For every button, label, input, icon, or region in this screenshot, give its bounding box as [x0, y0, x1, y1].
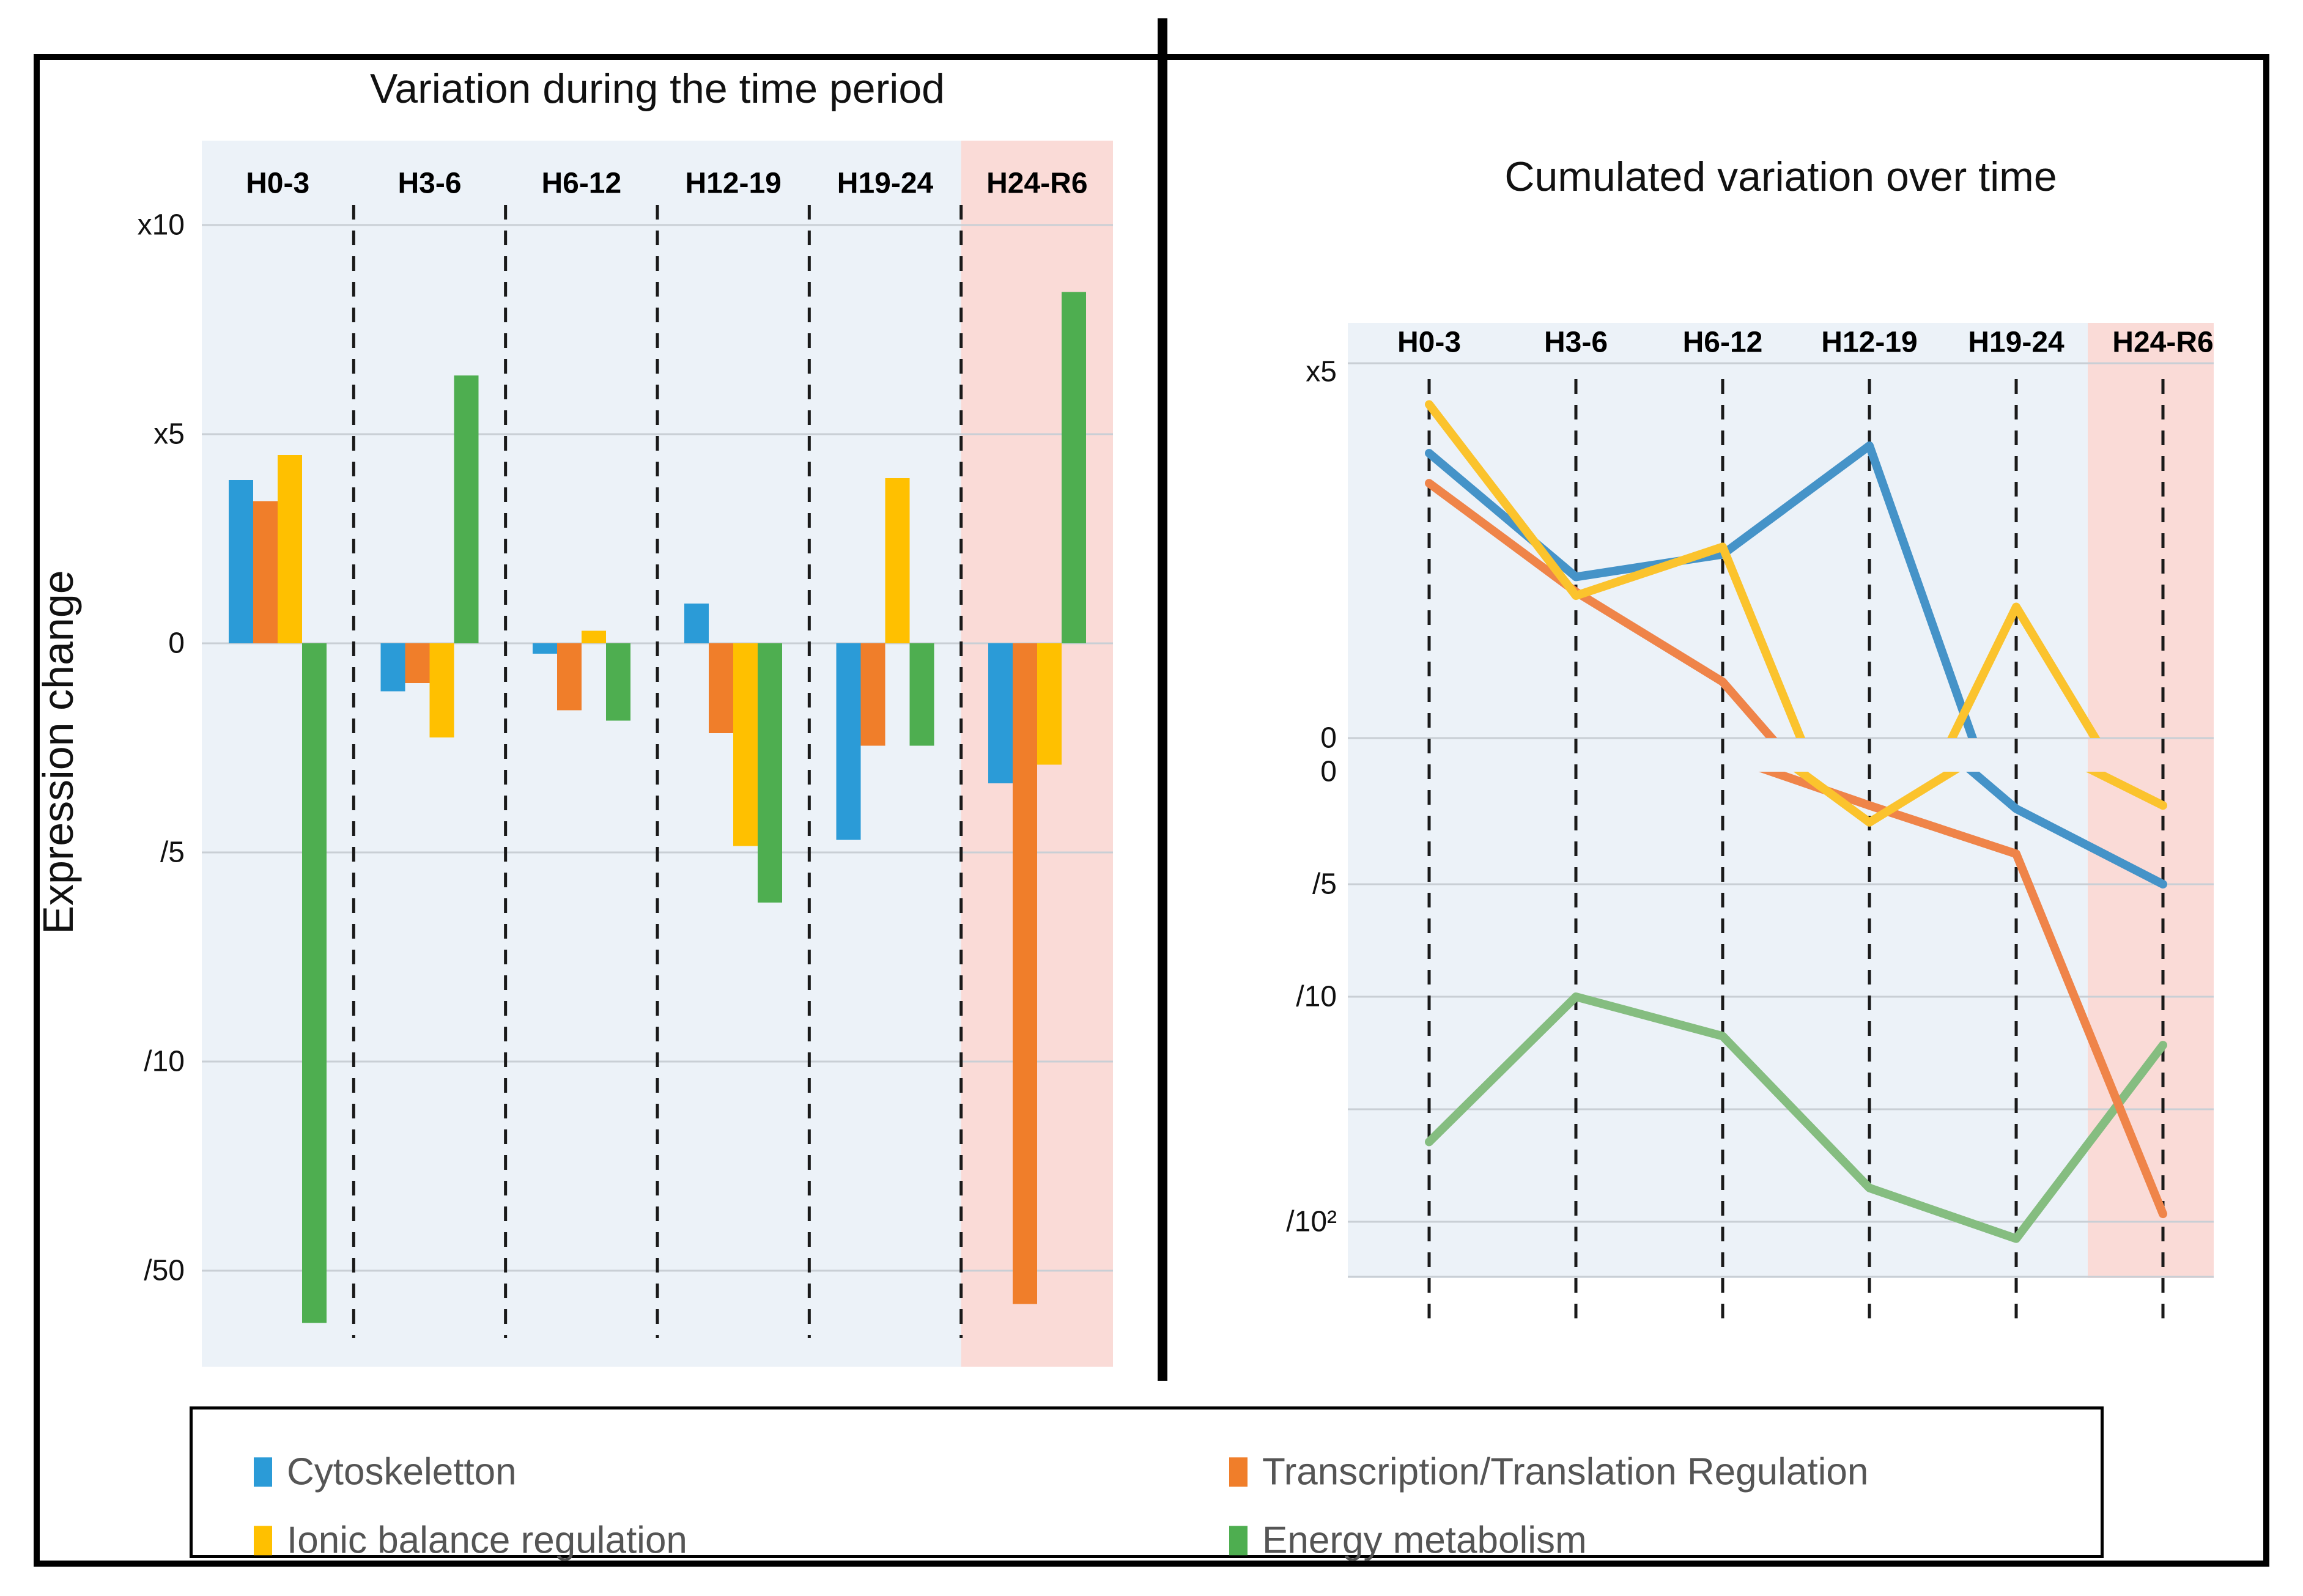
right-header-H24-R6: H24-R6: [2112, 327, 2213, 359]
bar-chart-variation: H0-3 H3-6 H6-12 H12-19 H19-24 H24-R6: [202, 141, 1113, 1367]
legend-item-cytoskeletton: Cytoskeletton: [254, 1450, 517, 1493]
legend-label: Cytoskeletton: [287, 1450, 517, 1493]
bar-cytoskeletton-h3-6: [380, 643, 405, 692]
right-header-H0-3: H0-3: [1397, 327, 1461, 359]
line-chart-cumulated: H0-3 H3-6 H6-12 H12-19 H19-24 H24-R6: [1348, 323, 2214, 1321]
bar-cytoskeletton-h0-3: [229, 480, 254, 643]
legend-label: Energy metabolism: [1262, 1519, 1587, 1562]
bar-cytoskeletton-h12-19: [684, 604, 709, 643]
left-tick-/50: /50: [144, 1254, 185, 1287]
legend-item-transcription-translation-regulation: Transcription/Translation Regulation: [1229, 1450, 1868, 1493]
left-tick-x10: x10: [137, 209, 185, 242]
left-header-H6-12: H6-12: [541, 168, 621, 200]
y-axis-label: Expression change: [34, 570, 82, 934]
bar-energy-metabolism-h24-r6: [1061, 292, 1086, 643]
figure-border: [34, 54, 2269, 1567]
bar-ionic-balance-regulation-h19-24: [885, 478, 910, 643]
bar-cytoskeletton-h24-r6: [988, 643, 1013, 784]
bar-ionic-balance-regulation-h3-6: [429, 643, 454, 737]
right-lower-tick-0: 0: [1320, 755, 1337, 788]
bar-transcription-translation-regulation-h19-24: [860, 643, 885, 746]
right-header-H6-12: H6-12: [1683, 327, 1763, 359]
bar-transcription-translation-regulation-h0-3: [253, 501, 278, 643]
bar-ionic-balance-regulation-h0-3: [278, 455, 303, 643]
left-tick-0: 0: [168, 627, 185, 660]
right-upper-tick-x5: x5: [1306, 355, 1337, 388]
left-header-H24-R6: H24-R6: [986, 168, 1087, 200]
legend-swatch-icon: [1229, 1457, 1248, 1487]
line-ionic-balance-regulation-upper: [1425, 400, 2101, 738]
right-lower-tick-4: /10²: [1286, 1205, 1337, 1238]
line-cytoskeletton-lower: [1965, 772, 2167, 889]
legend-item-energy-metabolism: Energy metabolism: [1229, 1518, 1587, 1562]
left-header-H12-19: H12-19: [685, 168, 781, 200]
bar-transcription-translation-regulation-h24-r6: [1012, 643, 1037, 1304]
bar-energy-metabolism-h6-12: [605, 643, 630, 721]
right-chart-title: Cumulated variation over time: [1504, 153, 2057, 200]
bar-energy-metabolism-h12-19: [758, 643, 783, 903]
bar-transcription-translation-regulation-h6-12: [556, 643, 582, 711]
left-tick-x5: x5: [153, 418, 185, 451]
right-lower-tick-1: /5: [1312, 868, 1337, 901]
legend: Cytoskeletton Transcription/Translation R…: [190, 1406, 2104, 1561]
bar-energy-metabolism-h19-24: [909, 643, 934, 746]
bar-cytoskeletton-h6-12: [532, 643, 557, 654]
legend-label: Ionic balance regulation: [287, 1519, 687, 1562]
left-header-H3-6: H3-6: [397, 168, 461, 200]
right-header-H3-6: H3-6: [1544, 327, 1608, 359]
bar-cytoskeletton-h19-24: [836, 643, 861, 840]
bar-energy-metabolism-h0-3: [302, 643, 327, 1323]
line-transcription-translation-regulation-upper: [1425, 479, 1778, 738]
legend-swatch-icon: [254, 1457, 272, 1487]
legend-swatch-icon: [1229, 1525, 1248, 1555]
left-tick-/5: /5: [160, 836, 185, 869]
bar-transcription-translation-regulation-h12-19: [709, 643, 734, 734]
bar-transcription-translation-regulation-h3-6: [405, 643, 430, 683]
left-chart-title: Variation during the time period: [370, 65, 945, 112]
bar-ionic-balance-regulation-h24-r6: [1037, 643, 1062, 765]
legend-label: Transcription/Translation Regulation: [1262, 1450, 1869, 1493]
bar-ionic-balance-regulation-h12-19: [733, 643, 758, 846]
panel-divider: [1158, 18, 1167, 1381]
legend-item-ionic-balance-regulation: Ionic balance regulation: [254, 1518, 687, 1562]
bar-ionic-balance-regulation-h6-12: [581, 630, 606, 643]
line-transcription-translation-regulation-lower: [1758, 772, 2167, 1219]
line-cytoskeletton-upper: [1425, 441, 1978, 738]
bar-energy-metabolism-h3-6: [454, 375, 479, 643]
legend-swatch-icon: [254, 1525, 272, 1555]
left-tick-/10: /10: [144, 1045, 185, 1078]
right-upper-tick-0: 0: [1320, 722, 1337, 755]
left-header-H19-24: H19-24: [837, 168, 934, 200]
right-header-H19-24: H19-24: [1968, 327, 2065, 359]
right-lower-tick-2: /10: [1296, 980, 1337, 1013]
right-header-H12-19: H12-19: [1821, 327, 1917, 359]
line-energy-metabolism-lower: [1425, 992, 2167, 1243]
left-header-H0-3: H0-3: [246, 168, 309, 200]
